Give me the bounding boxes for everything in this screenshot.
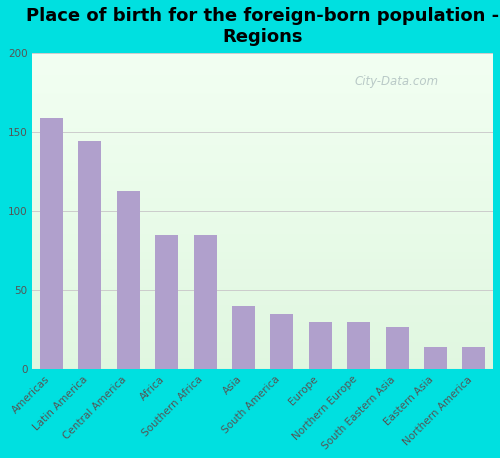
Bar [232,306,255,370]
Bar [424,347,447,370]
Bar [347,322,370,370]
Bar [78,142,102,370]
Bar [270,314,293,370]
Bar [40,118,63,370]
Bar [308,322,332,370]
Bar [386,327,408,370]
Bar [194,235,216,370]
Bar [116,191,140,370]
Bar [462,347,485,370]
Title: Place of birth for the foreign-born population -
Regions: Place of birth for the foreign-born popu… [26,7,499,46]
Bar [155,235,178,370]
Text: City-Data.com: City-Data.com [355,75,439,88]
